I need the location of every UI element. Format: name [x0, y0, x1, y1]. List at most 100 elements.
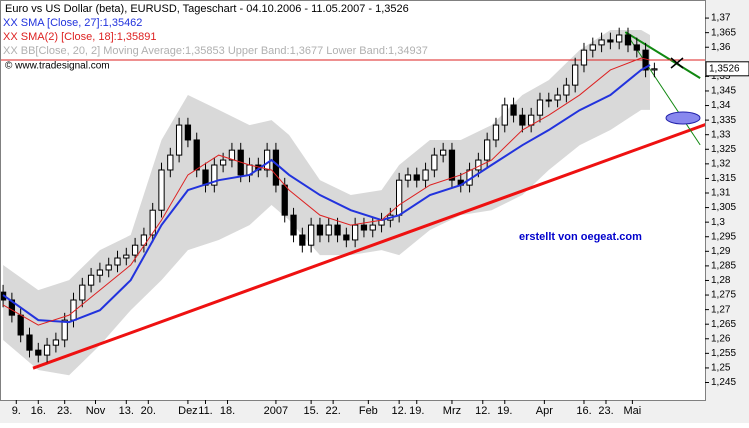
y-tick-label: 1,3: [711, 217, 725, 228]
candle-body: [616, 34, 623, 43]
x-tick-label: Dez: [178, 405, 198, 417]
x-tick-label: Mrz: [443, 405, 461, 417]
candle-body: [545, 99, 552, 102]
candle-body: [149, 209, 156, 236]
y-tick-label: 1,295: [711, 231, 736, 242]
candle-body: [211, 164, 218, 186]
indicator-line: [2, 57, 651, 326]
x-tick-label: 15.: [303, 405, 318, 417]
candle-body: [299, 234, 306, 246]
candle-body: [440, 149, 447, 156]
candle-body: [624, 34, 632, 46]
x-tick-label: 11.: [198, 405, 212, 417]
candle-body: [422, 169, 429, 181]
y-tick-label: 1,285: [711, 261, 736, 272]
candle-body: [519, 114, 526, 126]
legend-entry: XX SMA(2) [Close, 18]:1,35891: [3, 31, 156, 43]
x-tick-label: 23.: [57, 405, 72, 417]
candle-body: [79, 284, 86, 301]
candle-body: [228, 149, 236, 161]
candle-body: [325, 224, 332, 236]
y-tick-label: 1,28: [711, 275, 731, 286]
x-tick-label: 12.: [475, 405, 490, 417]
candle-body: [131, 244, 139, 256]
candle-body: [413, 174, 420, 181]
y-tick-label: 1,29: [711, 246, 731, 257]
y-tick-label: 1,31: [711, 188, 731, 199]
y-tick-label: 1,37: [711, 13, 731, 24]
candle-body: [633, 44, 640, 51]
highlight-ellipse: [665, 111, 701, 125]
plot-frame: [0, 0, 706, 401]
last-price-box: [705, 61, 749, 77]
candle-body: [554, 94, 561, 101]
candle-body: [484, 139, 491, 161]
candle-body: [448, 149, 456, 181]
candle-body: [352, 224, 359, 241]
y-tick-label: 1,345: [711, 86, 736, 97]
candle-body: [281, 184, 288, 216]
axes: 1,245 1,25 1,255 1,26 1,265 1,27 1,275 1,28 1,28…: [12, 13, 749, 417]
y-tick-label: 1,335: [711, 115, 736, 126]
x-tick-label: 19.: [497, 405, 512, 417]
x-tick-label: 18.: [220, 405, 235, 417]
x-tick-label: 20.: [141, 405, 156, 417]
plot-area: [0, 27, 741, 376]
cross-marker: [670, 57, 684, 69]
candle-body: [8, 299, 16, 316]
candle-body: [334, 224, 341, 236]
x-tick-label: 16.: [31, 405, 46, 417]
x-tick-label: Apr: [536, 405, 553, 417]
candle-body: [404, 174, 412, 181]
legend-entry: XX SMA [Close, 27]:1,35462: [3, 17, 142, 29]
candle-body: [158, 169, 165, 211]
candle-body: [536, 99, 544, 116]
annotation: erstellt von oegeat.com: [519, 231, 642, 243]
x-tick-label: Nov: [86, 405, 106, 417]
y-tick-label: 1,27: [711, 304, 731, 315]
candle-body: [501, 104, 508, 126]
candle-body: [219, 159, 227, 166]
candle-body: [105, 264, 112, 271]
candle-body: [369, 224, 376, 231]
candle-body: [167, 154, 174, 171]
candle-body: [396, 179, 403, 216]
x-tick-label: 13.: [119, 405, 134, 417]
x-tick-label: Feb: [359, 405, 378, 417]
candle-body: [272, 149, 280, 186]
candle-body: [17, 314, 24, 336]
candle-body: [96, 269, 104, 276]
candle-body: [52, 339, 60, 346]
chart-title: Euro vs US Dollar (beta), EURUSD, Tagesc…: [5, 3, 409, 15]
candle-body: [343, 234, 350, 241]
candle-body: [580, 49, 588, 66]
indicator-line: [2, 64, 651, 324]
candle-body: [290, 214, 297, 236]
candle-body: [492, 124, 500, 141]
copyright: © www.tradesignal.com: [5, 61, 110, 72]
candle-body: [175, 124, 183, 156]
legend-entry: XX BB[Close, 20, 2] Moving Average:1,358…: [3, 45, 428, 57]
y-tick-label: 1,275: [711, 290, 736, 301]
y-tick-label: 1,33: [711, 129, 731, 140]
x-tick-label: 19.: [409, 405, 424, 417]
candle-body: [61, 319, 68, 341]
candle-body: [193, 139, 200, 171]
candle-body: [651, 68, 658, 71]
candle-body: [316, 224, 324, 236]
x-tick-label: 22.: [325, 405, 340, 417]
x-tick-label: 9.: [12, 405, 21, 417]
candle-body: [184, 124, 192, 141]
y-tick-label: 1,255: [711, 348, 736, 359]
y-tick-label: 1,365: [711, 27, 736, 38]
x-tick-label: Mai: [624, 405, 642, 417]
candle-body: [589, 44, 596, 51]
trendline: [624, 31, 701, 79]
candle-body: [607, 39, 614, 43]
candle-body: [114, 257, 121, 266]
candle-body: [431, 154, 438, 171]
y-tick-label: 1,35: [711, 71, 731, 82]
candle-body: [360, 224, 368, 231]
